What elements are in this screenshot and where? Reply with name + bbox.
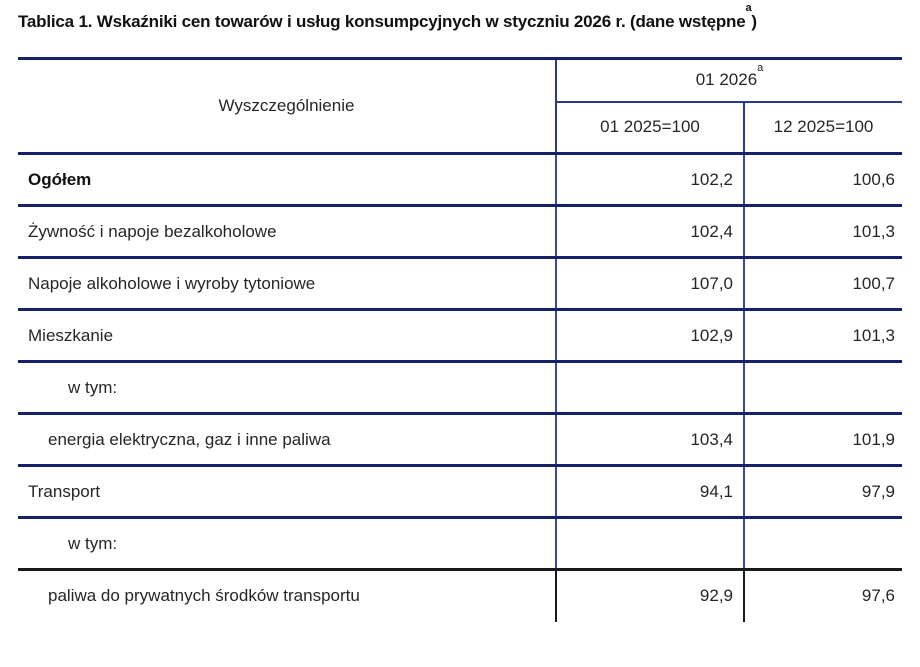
table-row: Napoje alkoholowe i wyroby tytoniowe 107… bbox=[18, 257, 903, 311]
table-row: w tym: bbox=[18, 517, 903, 571]
table-row: Żywność i napoje bezalkoholowe 102,4 101… bbox=[18, 205, 903, 259]
row-label: paliwa do prywatnych środków transportu bbox=[48, 586, 360, 606]
table-body: Ogółem 102,2 100,6 Żywność i napoje beza… bbox=[18, 153, 903, 622]
table-row: Transport 94,1 97,9 bbox=[18, 465, 903, 519]
row-label: Żywność i napoje bezalkoholowe bbox=[18, 205, 556, 259]
column-header-specification: Wyszczególnienie bbox=[18, 58, 557, 155]
row-value-month-on-month: 100,7 bbox=[742, 257, 903, 311]
column-header-month-on-month: 12 2025=100 bbox=[742, 101, 903, 155]
footnote-superscript: a bbox=[745, 2, 752, 14]
price-indices-table: Wyszczególnienie 01 2026a 01 2025=100 12… bbox=[18, 57, 903, 622]
header-row-group: Wyszczególnienie 01 2026a bbox=[18, 58, 903, 155]
row-label: w tym: bbox=[18, 517, 556, 571]
footnote-superscript: a bbox=[757, 62, 764, 75]
column-group-header-text: 01 2026 bbox=[695, 70, 758, 90]
row-value-year-on-year bbox=[555, 361, 744, 415]
row-label: Mieszkanie bbox=[18, 309, 556, 363]
row-label: Ogółem bbox=[18, 153, 556, 207]
row-label: Transport bbox=[18, 465, 556, 519]
table-title-text: Tablica 1. Wskaźniki cen towarów i usług… bbox=[18, 12, 746, 31]
row-value-month-on-month: 100,6 bbox=[742, 153, 903, 207]
table-row: energia elektryczna, gaz i inne paliwa 1… bbox=[18, 413, 903, 467]
row-value-month-on-month: 97,9 bbox=[742, 465, 903, 519]
row-label: Napoje alkoholowe i wyroby tytoniowe bbox=[18, 257, 556, 311]
row-value-month-on-month: 101,3 bbox=[742, 309, 903, 363]
table-header: Wyszczególnienie 01 2026a 01 2025=100 12… bbox=[18, 58, 903, 155]
table-title: Tablica 1. Wskaźniki cen towarów i usług… bbox=[18, 3, 902, 34]
row-value-month-on-month bbox=[742, 517, 903, 571]
row-label: w tym: bbox=[18, 361, 556, 415]
row-value-year-on-year: 103,4 bbox=[555, 413, 744, 467]
header-row-sub: 01 2025=100 12 2025=100 bbox=[18, 101, 903, 155]
row-value-month-on-month bbox=[742, 361, 903, 415]
row-value-month-on-month: 97,6 bbox=[742, 569, 903, 622]
table-title-suffix: ) bbox=[751, 12, 757, 31]
row-value-year-on-year: 102,2 bbox=[555, 153, 744, 207]
table-row: Mieszkanie 102,9 101,3 bbox=[18, 309, 903, 363]
table-row: paliwa do prywatnych środków transportu … bbox=[18, 569, 903, 622]
table-row: Ogółem 102,2 100,6 bbox=[18, 153, 903, 207]
row-value-year-on-year: 92,9 bbox=[555, 569, 744, 622]
column-header-year-on-year: 01 2025=100 bbox=[556, 101, 744, 155]
row-value-year-on-year: 102,9 bbox=[555, 309, 744, 363]
row-value-year-on-year: 107,0 bbox=[555, 257, 744, 311]
row-value-month-on-month: 101,9 bbox=[742, 413, 903, 467]
row-value-year-on-year: 94,1 bbox=[555, 465, 744, 519]
row-value-month-on-month: 101,3 bbox=[742, 205, 903, 259]
table-row: w tym: bbox=[18, 361, 903, 415]
document-page: Tablica 1. Wskaźniki cen towarów i usług… bbox=[18, 3, 903, 622]
row-value-year-on-year: 102,4 bbox=[555, 205, 744, 259]
row-value-year-on-year bbox=[555, 517, 744, 571]
row-label: energia elektryczna, gaz i inne paliwa bbox=[18, 413, 556, 467]
column-group-header: 01 2026a bbox=[556, 58, 903, 103]
